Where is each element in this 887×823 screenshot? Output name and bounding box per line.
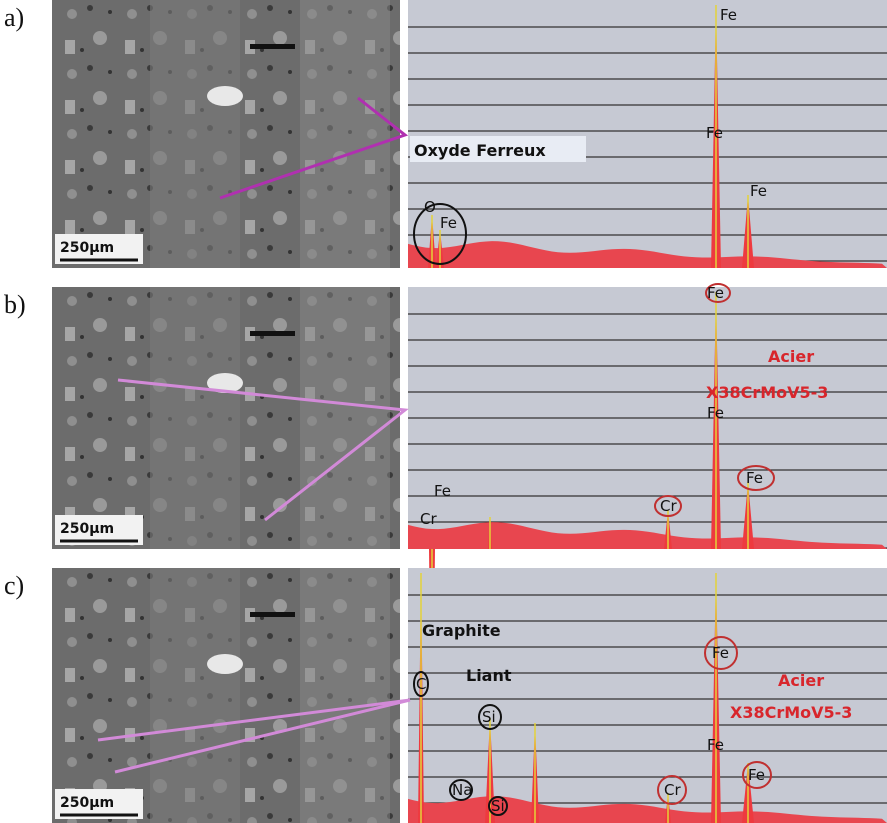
sem-particle [207,86,243,106]
annotation: Oxyde Ferreux [414,141,546,160]
circle-marker [705,283,731,303]
sem-particle [207,373,243,393]
annotation: X38CrMoV5-3 [706,383,828,402]
scale-bar-label: 250µm [60,795,114,811]
annotation: Graphite [422,621,501,640]
annotation: Acier [778,671,824,690]
sem-crack [250,44,295,49]
sem-crack [250,612,295,617]
sem-band [300,568,390,823]
annotation: Fe [748,766,765,784]
annotation: Fe [712,644,729,662]
sem-band [300,287,390,549]
circle-marker [737,465,775,491]
annotation: Acier [768,347,814,366]
annotation: C [416,675,426,693]
spectrum-bg [408,0,887,268]
annotation: Cr [660,497,677,515]
annotation: Na [452,781,472,799]
circle-marker [478,704,502,730]
spectrum-background [408,241,887,268]
scale-bar-label: 250µm [60,240,114,256]
circle-marker [449,779,473,801]
circle-marker [413,671,429,697]
panel: a) 250µm [4,0,887,268]
circle-marker [704,636,738,670]
annotation: Fe [707,284,724,302]
annotation: X38CrMoV5-3 [730,703,852,722]
annotation: Si [491,797,505,815]
arrow [219,96,409,200]
panel-label: c) [4,571,24,600]
arrow [117,378,409,522]
annotation: Fe [750,182,767,200]
sem-band [150,287,240,549]
annotation: Fe [707,404,724,422]
annotation: Si [482,708,496,726]
callout-bg [410,136,586,162]
panel: b) 250µm [4,287,887,802]
sem-particle [207,654,243,674]
scale-bar-label: 250µm [60,521,114,537]
annotation: Fe [720,6,737,24]
circle-marker [654,495,682,517]
annotation: Fe [706,124,723,142]
annotation: Fe [746,469,763,487]
annotation: Fe [707,736,724,754]
panel-label: a) [4,3,24,32]
panel: c) 250µm [4,568,887,823]
annotation: Fe [440,214,457,232]
circle-marker [413,203,467,265]
spectrum-background [408,522,887,549]
panel-label: b) [4,290,26,319]
spectrum-background [408,796,887,823]
sem-band [300,0,390,268]
annotation: Liant [466,666,512,685]
annotation: Cr [420,510,437,528]
sem-crack [250,331,295,336]
circle-marker [657,775,687,805]
arrow [97,698,411,774]
annotation: Fe [434,482,451,500]
sem-band [150,0,240,268]
circle-marker [488,796,508,816]
annotation: Cr [664,781,681,799]
circle-marker [742,761,772,789]
sem-band [150,568,240,823]
spectrum-bg [408,568,887,823]
